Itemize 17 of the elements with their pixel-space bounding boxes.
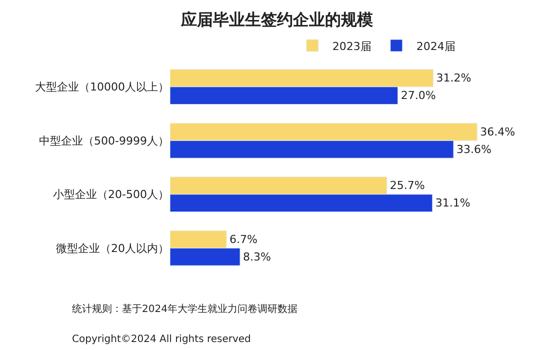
data-label: 8.3% <box>243 250 271 264</box>
legend-label: 2023届 <box>332 40 372 53</box>
data-label: 31.2% <box>436 72 472 85</box>
y-tick-label: 大型企业（10000人以上） <box>35 80 169 94</box>
data-label: 31.1% <box>435 196 470 210</box>
data-label: 33.6% <box>456 142 492 156</box>
y-tick-label: 中型企业（500-9999人） <box>39 134 169 148</box>
y-tick-label: 微型企业（20人以内） <box>56 242 169 255</box>
data-label: 36.4% <box>480 125 516 138</box>
chart-title: 应届毕业生签约企业的规模 <box>180 10 373 30</box>
y-tick-label: 小型企业（20-500人） <box>53 188 169 202</box>
text: Copyright©2024 All rights reserved <box>72 334 251 345</box>
text: 统计规则：基于2024年大学生就业力问卷调研数据 <box>72 303 298 315</box>
data-label: 27.0% <box>400 89 436 102</box>
data-label: 25.7% <box>390 179 425 192</box>
data-label: 6.7% <box>230 232 258 246</box>
legend-label: 2024届 <box>416 40 456 53</box>
